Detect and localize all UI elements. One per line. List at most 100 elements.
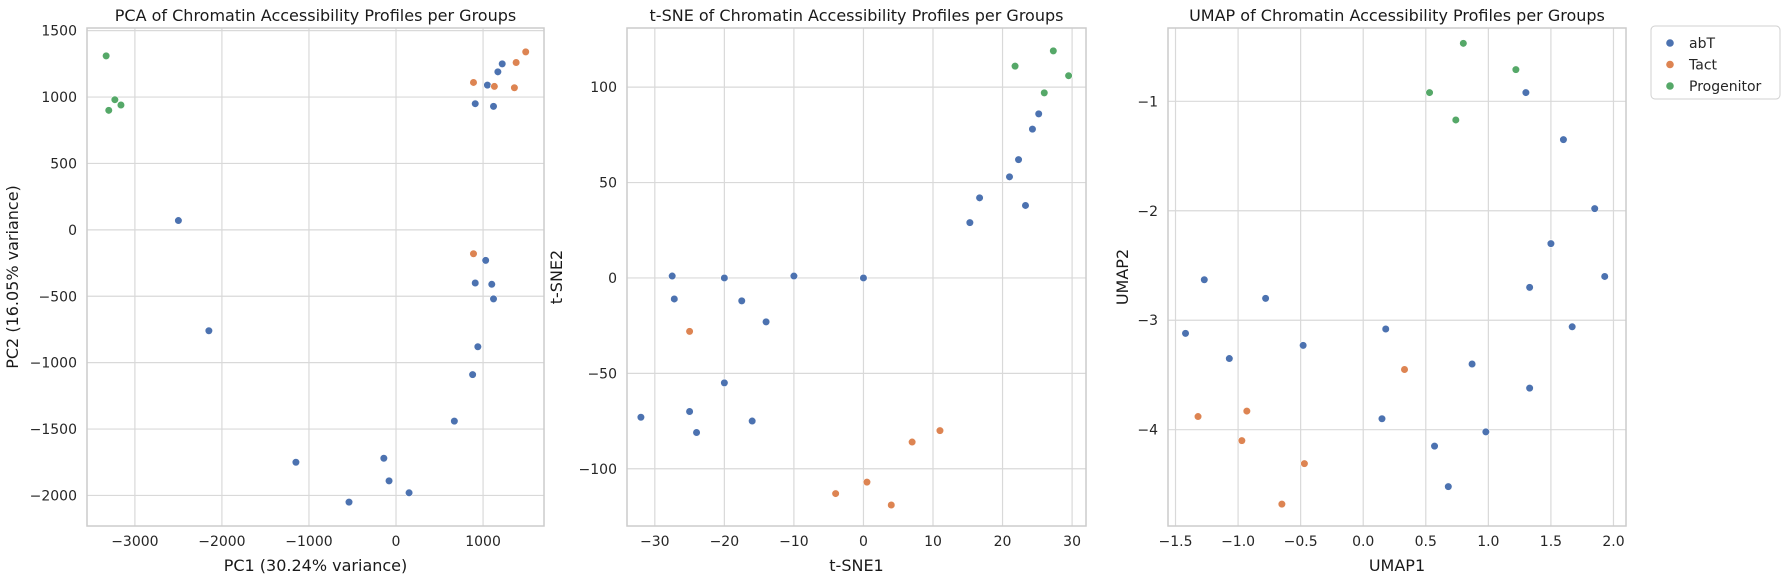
legend-label: Tact: [1688, 58, 1718, 74]
data-point-tact: [469, 249, 478, 258]
data-point-progenitor: [1451, 115, 1460, 125]
data-point-abt: [720, 273, 729, 283]
data-point-abt: [1430, 442, 1439, 451]
data-point-tact: [1400, 365, 1409, 374]
data-point-abt: [450, 416, 459, 426]
data-point-abt: [1481, 427, 1490, 436]
data-point-tact: [887, 500, 896, 510]
data-point-abt: [404, 488, 414, 497]
data-point-tact: [490, 82, 499, 91]
data-point-abt: [1225, 354, 1234, 363]
data-point-progenitor: [1049, 46, 1058, 55]
x-axis-label: UMAP1: [1369, 556, 1425, 575]
chart-title: PCA of Chromatin Accessibility Profiles …: [115, 6, 516, 25]
data-point-tact: [1237, 436, 1246, 445]
x-tick-label: −3000: [111, 534, 158, 550]
data-point-abt: [1444, 482, 1453, 491]
data-point-abt: [471, 278, 480, 288]
data-point-abt: [636, 413, 646, 422]
data-point-abt: [859, 273, 868, 283]
x-tick-label: 20: [994, 534, 1012, 550]
data-point-abt: [1521, 88, 1530, 97]
data-point-abt: [1021, 201, 1030, 210]
series-abt: [636, 109, 1043, 437]
data-point-abt: [487, 280, 496, 289]
data-point-abt: [1600, 272, 1609, 281]
y-tick-label: 0: [608, 271, 617, 287]
data-point-abt: [1200, 275, 1209, 284]
chart-title: t-SNE of Chromatin Accessibility Profile…: [650, 6, 1064, 25]
series-abt: [174, 59, 507, 507]
data-point-progenitor: [104, 106, 113, 115]
data-point-tact: [1300, 459, 1309, 468]
data-point-abt: [379, 454, 388, 463]
legend-box: [1650, 25, 1781, 100]
y-tick-label: 100: [590, 80, 617, 96]
data-point-abt: [692, 428, 701, 437]
x-tick-label: 1.5: [1540, 534, 1562, 550]
x-axis-label: t-SNE1: [829, 556, 883, 575]
x-tick-label: 1.0: [1477, 534, 1499, 550]
x-axis-label: PC1 (30.24% variance): [224, 556, 408, 575]
data-point-abt: [1546, 239, 1556, 248]
data-point-abt: [204, 326, 213, 335]
data-point-tact: [685, 327, 694, 336]
data-point-abt: [1014, 155, 1023, 164]
x-tick-label: 0: [859, 534, 868, 550]
x-tick-label: 0: [392, 534, 401, 550]
data-point-abt: [1377, 414, 1387, 423]
series-abt: [1181, 88, 1609, 491]
y-tick-label: 0: [68, 223, 77, 239]
x-tick-label: 30: [1063, 534, 1081, 550]
x-tick-label: −30: [640, 534, 670, 550]
x-tick-label: 2.0: [1602, 534, 1624, 550]
x-tick-label: −1000: [285, 534, 332, 550]
legend: abT Tact Progenitor: [1650, 25, 1781, 100]
y-tick-label: −1: [1137, 94, 1158, 110]
series-tact: [685, 327, 945, 510]
x-tick-label: −10: [779, 534, 809, 550]
data-point-tact: [521, 47, 530, 57]
x-tick-label: −0.5: [1284, 534, 1318, 550]
data-point-abt: [975, 193, 984, 202]
data-point-abt: [1028, 125, 1037, 134]
data-point-abt: [748, 416, 757, 426]
data-point-abt: [493, 67, 502, 76]
data-point-abt: [1568, 322, 1577, 331]
legend-label: Progenitor: [1689, 79, 1762, 95]
data-point-abt: [291, 458, 301, 467]
data-point-abt: [489, 102, 498, 111]
data-point-abt: [1590, 204, 1599, 213]
y-tick-label: −100: [579, 462, 617, 478]
data-point-abt: [481, 256, 490, 265]
x-tick-label: −1.0: [1221, 534, 1255, 550]
legend-marker: [1666, 60, 1674, 69]
y-axis-label: PC2 (16.05% variance): [3, 185, 22, 369]
data-point-abt: [174, 216, 183, 225]
y-tick-label: 1000: [41, 90, 77, 106]
data-point-abt: [1525, 283, 1534, 292]
data-point-tact: [908, 437, 917, 447]
y-tick-label: −4: [1137, 423, 1158, 439]
x-tick-label: −2000: [198, 534, 245, 550]
y-tick-label: −1500: [30, 422, 77, 438]
data-point-progenitor: [102, 51, 111, 60]
data-point-abt: [1381, 324, 1390, 334]
chart-panel-3: −1.5 −1.0 −0.5 0.0 0.5 1.0 1.5 2.0 −4 −3 −2 −1 UMAP …: [1113, 6, 1627, 575]
y-tick-label: −1000: [30, 356, 77, 372]
data-point-tact: [935, 426, 945, 435]
data-point-tact: [512, 58, 521, 67]
data-point-abt: [761, 317, 771, 326]
y-tick-label: −500: [39, 289, 77, 305]
plot-frame: [86, 27, 545, 527]
series-progenitor: [1010, 46, 1073, 97]
data-point-abt: [1261, 294, 1270, 303]
data-point-progenitor: [1459, 39, 1468, 48]
data-point-abt: [789, 271, 799, 281]
data-point-abt: [483, 81, 492, 90]
data-point-abt: [965, 218, 974, 227]
y-axis-label: UMAP2: [1113, 249, 1132, 305]
y-tick-label: 1500: [41, 24, 77, 40]
